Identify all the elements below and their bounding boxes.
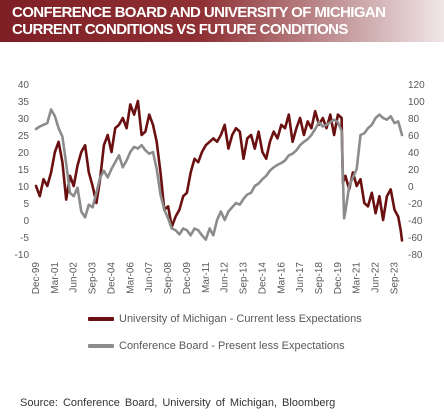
right-tick-label-3: -20 xyxy=(408,199,423,210)
x-tick-label-12: Dec-14 xyxy=(257,262,268,295)
x-tick-label-6: Jun-07 xyxy=(144,262,155,293)
x-tick-label-13: Mar-16 xyxy=(276,262,287,294)
left-tick-label-0: -10 xyxy=(15,250,30,261)
right-tick-label-10: 120 xyxy=(408,80,425,91)
legend-label-um: University of Michigan - Current less Ex… xyxy=(119,313,362,325)
x-tick-label-1: Mar-01 xyxy=(50,262,61,294)
x-tick-label-3: Sep-03 xyxy=(88,262,99,295)
left-tick-label-7: 25 xyxy=(18,131,30,142)
x-tick-label-14: Jun-17 xyxy=(295,262,306,293)
right-tick-label-0: -80 xyxy=(408,250,423,261)
left-tick-label-8: 30 xyxy=(18,114,30,125)
left-tick-label-1: -5 xyxy=(20,233,29,244)
x-axis: Dec-99 Mar-01 Jun-02 Sep-03 Dec-04 Mar-06 Jun-… xyxy=(31,262,400,295)
x-tick-label-15: Sep-18 xyxy=(314,262,325,295)
right-tick-label-4: 0 xyxy=(408,182,414,193)
left-tick-label-10: 40 xyxy=(18,80,30,91)
right-tick-label-1: -60 xyxy=(408,233,423,244)
series-line-university-of-michigan xyxy=(34,99,404,242)
legend-swatch-cb xyxy=(88,344,114,348)
legend-label-cb: Conference Board - Present less Expectat… xyxy=(119,340,345,352)
x-tick-label-19: Sep-23 xyxy=(389,262,400,295)
x-tick-label-7: Sep-08 xyxy=(163,262,174,295)
source-note: Source: Conference Board, University of … xyxy=(20,397,336,409)
legend-swatch-um xyxy=(88,317,114,321)
right-tick-label-2: -40 xyxy=(408,216,423,227)
x-tick-label-11: Sep-13 xyxy=(239,262,250,295)
title-banner: CONFERENCE BOARD AND UNIVERSITY OF MICHI… xyxy=(0,0,444,42)
x-tick-label-0: Dec-99 xyxy=(31,262,42,295)
x-tick-label-8: Dec-09 xyxy=(182,262,193,295)
legend-item-um: University of Michigan - Current less Ex… xyxy=(88,308,362,330)
left-tick-label-3: 5 xyxy=(23,199,29,210)
legend: University of Michigan - Current less Ex… xyxy=(88,308,362,362)
chart-plot: -10 -5 0 5 10 15 20 25 30 35 40 -80 -60 -40 -20 0 20 40 6… xyxy=(15,80,426,295)
series-line-conference-board xyxy=(34,108,404,241)
x-tick-label-9: Mar-11 xyxy=(201,262,212,293)
right-tick-label-6: 40 xyxy=(408,148,420,159)
right-tick-label-7: 60 xyxy=(408,131,420,142)
x-tick-label-4: Dec-04 xyxy=(106,262,117,295)
right-tick-label-9: 100 xyxy=(408,97,425,108)
right-axis: -80 -60 -40 -20 0 20 40 60 80 100 120 xyxy=(408,80,425,261)
left-tick-label-6: 20 xyxy=(18,148,30,159)
left-tick-label-5: 15 xyxy=(18,165,30,176)
left-tick-label-4: 10 xyxy=(18,182,30,193)
x-tick-label-17: Mar-21 xyxy=(352,262,363,294)
x-tick-label-16: Dec-19 xyxy=(333,262,344,295)
x-tick-label-10: Jun-12 xyxy=(220,262,231,293)
right-tick-label-8: 80 xyxy=(408,114,420,125)
x-tick-label-2: Jun-02 xyxy=(69,262,80,293)
right-tick-label-5: 20 xyxy=(408,165,420,176)
x-tick-label-5: Mar-06 xyxy=(125,262,136,294)
legend-item-cb: Conference Board - Present less Expectat… xyxy=(88,335,362,357)
left-tick-label-2: 0 xyxy=(23,216,29,227)
series-lines xyxy=(34,99,404,242)
left-axis: -10 -5 0 5 10 15 20 25 30 35 40 xyxy=(15,80,30,261)
chart-title: CONFERENCE BOARD AND UNIVERSITY OF MICHI… xyxy=(12,4,386,38)
left-tick-label-9: 35 xyxy=(18,97,30,108)
x-tick-label-18: Jun-22 xyxy=(371,262,382,293)
